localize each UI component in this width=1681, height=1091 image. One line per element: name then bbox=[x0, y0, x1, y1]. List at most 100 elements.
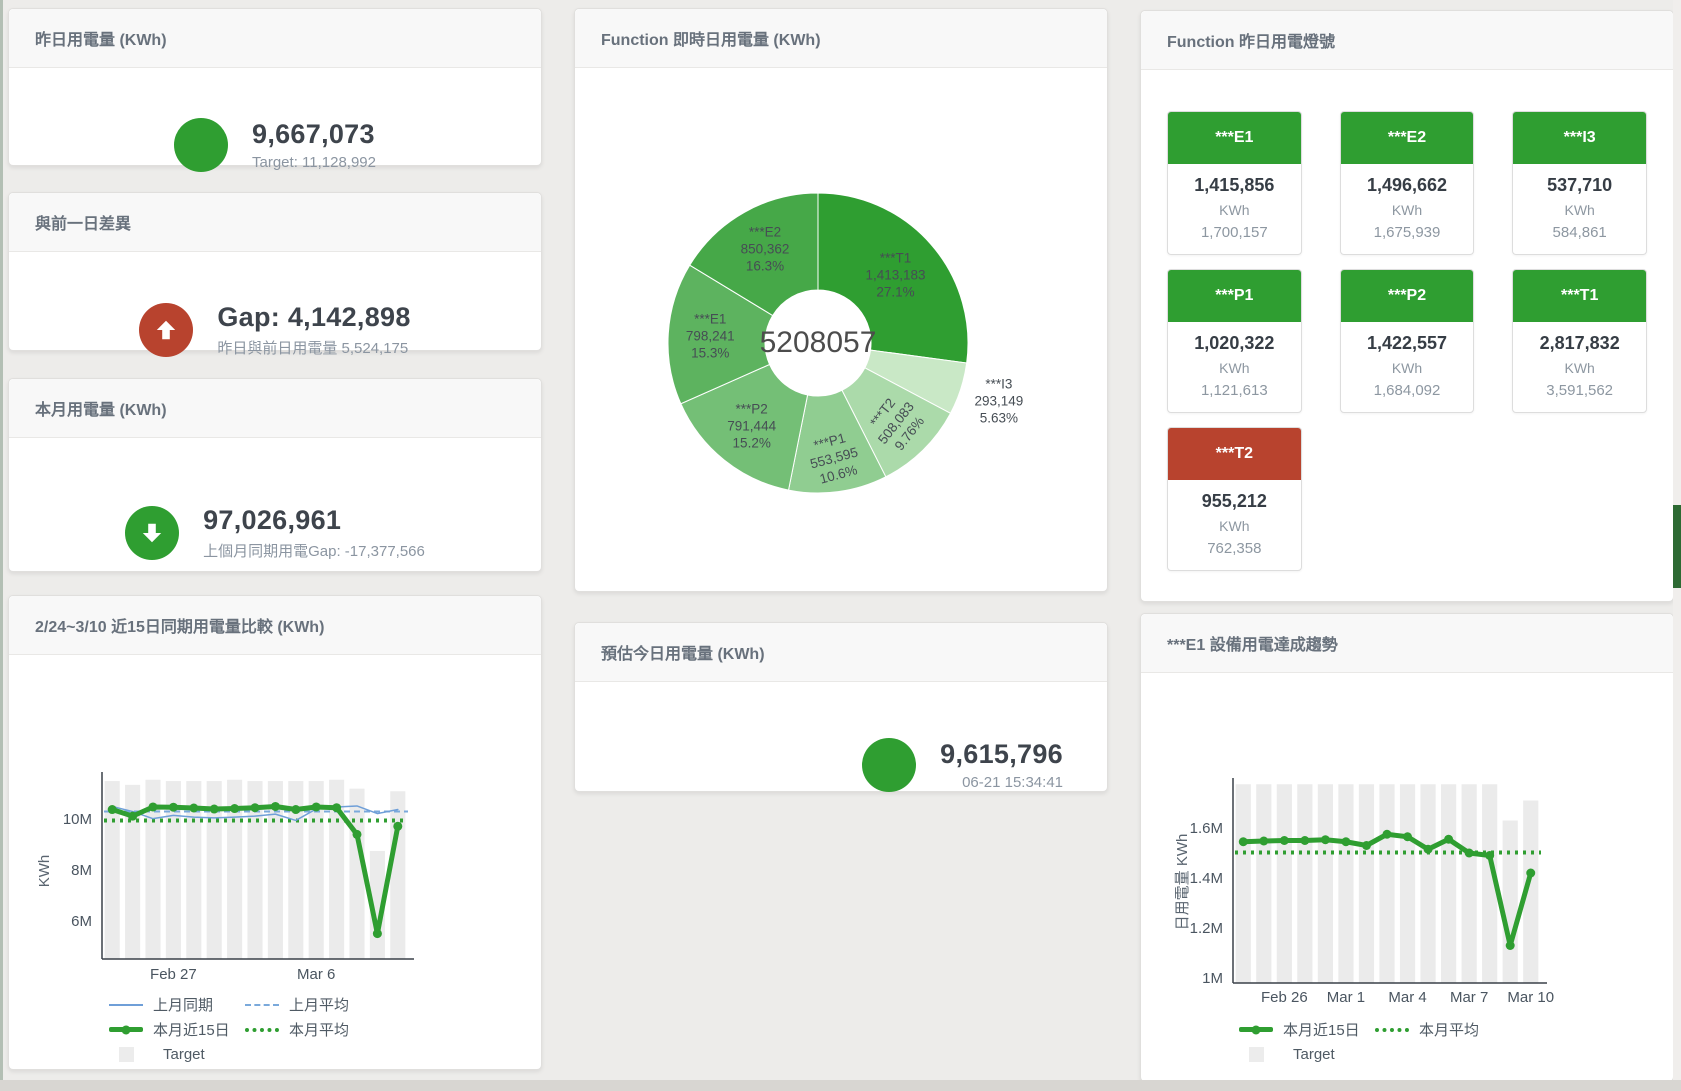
light-tile: ***E2 1,496,662 KWh 1,675,939 bbox=[1339, 111, 1475, 255]
tile-target: 1,684,092 bbox=[1373, 382, 1441, 399]
kpi-body: Gap: 4,142,898 昨日與前日用電量 5,524,175 bbox=[9, 251, 541, 408]
svg-text:Mar 10: Mar 10 bbox=[1507, 989, 1554, 1006]
light-tile: ***E1 1,415,856 KWh 1,700,157 bbox=[1167, 111, 1302, 255]
legend-label: 上月同期 bbox=[153, 997, 214, 1014]
tile-unit: KWh bbox=[1564, 360, 1595, 376]
tile-value: 955,212 bbox=[1201, 491, 1267, 511]
svg-text:KWh: KWh bbox=[36, 855, 53, 888]
legend-item[interactable]: 本月近15日 bbox=[1239, 1019, 1375, 1040]
svg-text:Feb 27: Feb 27 bbox=[150, 966, 197, 983]
donut-slice-label: ***P2 791,444 15.2% bbox=[727, 401, 777, 451]
blue-dash-icon bbox=[245, 1000, 279, 1010]
e1-trend-line-chart[interactable]: 1M 1.2M 1.4M 1.6M Feb 26 Mar 1 Mar 4 Mar 7 Mar 1… bbox=[1141, 614, 1673, 1081]
legend-label: 上月平均 bbox=[289, 997, 350, 1014]
legend-label: 本月平均 bbox=[1419, 1022, 1480, 1039]
tile-value: 1,020,322 bbox=[1194, 333, 1275, 353]
tile-target: 1,675,939 bbox=[1373, 224, 1441, 241]
green-dot-icon bbox=[245, 1025, 279, 1035]
svg-text:Mar 1: Mar 1 bbox=[1327, 989, 1365, 1006]
card-usage-lights: Function 昨日用電燈號 ***E1 1,415,856 KWh 1,70… bbox=[1140, 10, 1674, 602]
legend-item[interactable]: Target bbox=[1239, 1046, 1375, 1063]
kpi-subtext: 上個月同期用電Gap: -17,377,566 bbox=[203, 543, 425, 560]
tile-unit: KWh bbox=[1219, 360, 1250, 376]
kpi-timestamp: 06-21 15:34:41 bbox=[962, 774, 1063, 791]
target-bars[interactable] bbox=[104, 779, 406, 959]
svg-text:8M: 8M bbox=[71, 862, 92, 879]
tile-value: 2,817,832 bbox=[1539, 333, 1620, 353]
chart-title: 2/24~3/10 近15日同期用電量比較 (KWh) bbox=[9, 596, 541, 655]
legend-label: 本月平均 bbox=[289, 1022, 350, 1039]
gray-box-icon bbox=[119, 1047, 134, 1062]
kpi-body: 97,026,961 上個月同期用電Gap: -17,377,566 bbox=[9, 437, 541, 629]
tile-label: ***P2 bbox=[1340, 270, 1474, 322]
kpi-body: 9,667,073 Target: 11,128,992 bbox=[9, 67, 541, 223]
card-month-usage: 本月用電量 (KWh) 97,026,961 上個月同期用電Gap: -17,3… bbox=[8, 378, 542, 572]
series-line[interactable] bbox=[111, 805, 399, 822]
light-tile: ***T2 955,212 KWh 762,358 bbox=[1167, 427, 1302, 571]
donut-slice-label: ***T1 1,413,183 27.1% bbox=[865, 250, 926, 300]
kpi-value: 9,667,073 bbox=[252, 119, 375, 149]
kpi-body: 9,615,796 06-21 15:34:41 bbox=[575, 681, 1107, 849]
legend-label: 本月近15日 bbox=[153, 1022, 230, 1039]
tile-unit: KWh bbox=[1391, 360, 1423, 376]
card-title: Function 昨日用電燈號 bbox=[1141, 11, 1673, 70]
legend-item[interactable]: 上月平均 bbox=[245, 994, 381, 1015]
legend-item[interactable]: 本月近15日 bbox=[109, 1019, 245, 1040]
kpi-subtext: Target: 11,128,992 bbox=[252, 154, 376, 171]
donut-slice-label: ***I3 293,149 5.63% bbox=[974, 376, 1024, 426]
tile-label: ***T1 bbox=[1513, 270, 1646, 322]
arrow-down-icon bbox=[125, 506, 180, 560]
tile-target: 1,121,613 bbox=[1200, 382, 1268, 399]
svg-text:6M: 6M bbox=[71, 913, 92, 930]
target-bars[interactable] bbox=[1235, 784, 1539, 983]
svg-text:Mar 6: Mar 6 bbox=[297, 966, 335, 983]
legend-label: Target bbox=[1293, 1046, 1335, 1063]
arrow-up-icon bbox=[139, 302, 194, 357]
green-dot-icon bbox=[1375, 1025, 1409, 1035]
legend-item[interactable]: 上月同期 bbox=[109, 994, 245, 1015]
tile-label: ***I3 bbox=[1513, 112, 1646, 164]
light-tile: ***I3 537,710 KWh 584,861 bbox=[1512, 111, 1647, 255]
donut-slice-T1[interactable] bbox=[817, 192, 969, 364]
vertical-scrollbar-thumb[interactable] bbox=[1673, 505, 1681, 588]
green-line-icon bbox=[1239, 1025, 1273, 1035]
chart-title: ***E1 設備用電達成趨勢 bbox=[1141, 614, 1673, 673]
tile-unit: KWh bbox=[1391, 202, 1423, 218]
lights-grid: ***E1 1,415,856 KWh 1,700,157 ***E2 1,49… bbox=[1167, 111, 1647, 571]
svg-text:1.6M: 1.6M bbox=[1190, 820, 1223, 837]
gray-box-icon bbox=[1249, 1047, 1264, 1062]
blue-line-icon bbox=[109, 1000, 143, 1010]
card-title: 昨日用電量 (KWh) bbox=[9, 9, 541, 68]
card-title: 本月用電量 (KWh) bbox=[9, 379, 541, 438]
status-circle-icon bbox=[862, 738, 917, 792]
donut-chart[interactable]: 5208057 ***T1 1,413,183 27.1% ***I3 293,149 5… bbox=[575, 67, 1107, 591]
card-title: 與前一日差異 bbox=[9, 193, 541, 252]
legend-item[interactable]: Target bbox=[109, 1046, 245, 1063]
chart-legend: 上月同期 上月平均 本月近15日 本月平均 Target bbox=[109, 992, 381, 1067]
tile-label: ***E1 bbox=[1168, 112, 1301, 164]
svg-text:1M: 1M bbox=[1202, 970, 1223, 987]
tile-value: 1,422,557 bbox=[1366, 333, 1448, 353]
tile-unit: KWh bbox=[1219, 202, 1250, 218]
status-circle-icon bbox=[174, 118, 228, 172]
donut-slice-E2[interactable] bbox=[689, 192, 819, 317]
horizontal-scrollbar[interactable] bbox=[0, 1080, 1681, 1091]
legend-label: 本月近15日 bbox=[1283, 1022, 1360, 1039]
compare-line-chart[interactable]: 6M 8M 10M Feb 27 Mar 6 KWh bbox=[9, 596, 541, 1069]
card-day-gap: 與前一日差異 Gap: 4,142,898 昨日與前日用電量 5,524,175 bbox=[8, 192, 542, 357]
svg-text:Mar 7: Mar 7 bbox=[1450, 989, 1488, 1006]
card-yesterday-usage: 昨日用電量 (KWh) 9,667,073 Target: 11,128,992 bbox=[8, 8, 542, 172]
vertical-scrollbar[interactable] bbox=[1673, 0, 1681, 1091]
svg-text:1.4M: 1.4M bbox=[1190, 870, 1223, 887]
donut-slice-P2[interactable] bbox=[680, 363, 809, 491]
donut-slice-label: ***E1 798,241 15.3% bbox=[685, 311, 735, 361]
tile-value: 537,710 bbox=[1547, 175, 1613, 195]
tile-target: 584,861 bbox=[1552, 224, 1607, 241]
legend-item[interactable]: 本月平均 bbox=[245, 1019, 381, 1040]
donut-center-total: 5208057 bbox=[759, 326, 877, 359]
chart-legend: 本月近15日 本月平均 Target bbox=[1239, 1017, 1511, 1067]
card-compare-chart: 2/24~3/10 近15日同期用電量比較 (KWh) 6M 8M 10M Feb 2… bbox=[8, 595, 542, 1070]
card-title: 預估今日用電量 (KWh) bbox=[575, 623, 1107, 682]
card-today-estimate: 預估今日用電量 (KWh) 9,615,796 06-21 15:34:41 bbox=[574, 622, 1108, 792]
legend-item[interactable]: 本月平均 bbox=[1375, 1019, 1511, 1040]
